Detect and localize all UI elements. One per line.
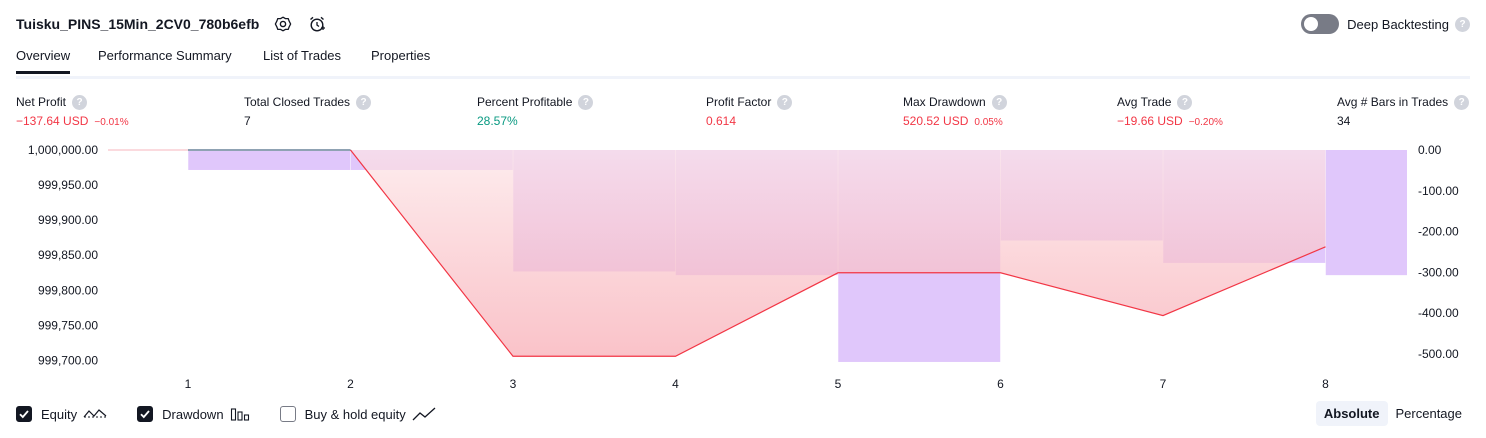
metric-value: 520.52 USD xyxy=(903,114,969,128)
x-axis-tick-label: 6 xyxy=(997,377,1004,391)
deep-backtesting-toggle[interactable] xyxy=(1301,14,1340,34)
right-axis-tick-label: 0.00 xyxy=(1418,143,1442,157)
equity-checkbox[interactable]: Equity xyxy=(16,406,107,422)
x-axis-tick-label: 8 xyxy=(1322,377,1329,391)
left-axis-tick-label: 999,950.00 xyxy=(38,178,98,192)
x-axis-tick-label: 5 xyxy=(835,377,842,391)
x-axis-tick-label: 3 xyxy=(510,377,517,391)
checkbox-box[interactable] xyxy=(137,406,154,422)
metric-avg-trade: Avg Trade? −19.66 USD −0.20% xyxy=(1117,94,1223,130)
tab-properties[interactable]: Properties xyxy=(371,48,431,63)
equity-series xyxy=(108,149,1326,357)
right-axis-tick-label: -400.00 xyxy=(1418,306,1459,320)
metric-profit-factor: Profit Factor? 0.614 xyxy=(706,94,793,130)
tab-performance-summary[interactable]: Performance Summary xyxy=(98,48,232,63)
x-axis-tick-label: 7 xyxy=(1160,377,1167,391)
help-icon[interactable]: ? xyxy=(991,94,1007,110)
metric-value: 7 xyxy=(244,114,251,128)
metric-percent: −0.01% xyxy=(94,117,129,128)
absolute-mode-button[interactable]: Absolute xyxy=(1315,401,1388,426)
left-axis-tick-label: 1,000,000.00 xyxy=(28,143,98,157)
left-axis-tick-label: 999,700.00 xyxy=(38,353,98,367)
metric-value: 34 xyxy=(1337,114,1351,128)
chart-legend: Equity Drawdown Buy & hold equity xyxy=(16,400,466,428)
metric-label: Percent Profitable xyxy=(477,95,573,109)
help-icon[interactable]: ? xyxy=(1454,94,1470,110)
deep-backtesting: Deep Backtesting ? xyxy=(1301,12,1470,36)
help-icon[interactable]: ? xyxy=(1177,94,1193,110)
tab-list-of-trades[interactable]: List of Trades xyxy=(263,48,342,63)
help-icon[interactable]: ? xyxy=(777,94,793,110)
tab-bar: Overview Performance Summary List of Tra… xyxy=(16,44,1470,79)
drawdown-bar xyxy=(188,150,351,170)
buy-hold-line-icon xyxy=(412,406,436,422)
metric-label: Max Drawdown xyxy=(903,95,986,109)
percentage-mode-button[interactable]: Percentage xyxy=(1395,406,1463,421)
buy-hold-checkbox[interactable]: Buy & hold equity xyxy=(279,406,436,422)
metric-net-profit: Net Profit? −137.64 USD −0.01% xyxy=(16,94,129,130)
metric-avg-bars: Avg # Bars in Trades? 34 xyxy=(1337,94,1470,130)
buy-hold-label: Buy & hold equity xyxy=(304,406,406,422)
metric-value: −19.66 USD xyxy=(1117,114,1183,128)
metric-label: Total Closed Trades xyxy=(244,95,351,109)
equity-drawdown-chart[interactable]: 1,000,000.00 999,950.00 999,900.00 999,850.… xyxy=(0,138,1486,398)
checkmark-icon xyxy=(19,410,29,419)
drawdown-bars-icon xyxy=(230,406,250,422)
right-axis-tick-label: -100.00 xyxy=(1418,184,1459,198)
metric-value: 28.57% xyxy=(477,114,518,128)
right-axis: 0.00 -100.00 -200.00 -300.00 -400.00 -500.00 xyxy=(1418,143,1459,361)
metric-value: −137.64 USD xyxy=(16,114,89,128)
equity-label: Equity xyxy=(41,406,78,422)
help-icon[interactable]: ? xyxy=(356,94,372,110)
strategy-header: Tuisku_PINS_15Min_2CV0_780b6efb xyxy=(16,12,327,36)
settings-icon[interactable] xyxy=(273,14,293,34)
left-axis-tick-label: 999,850.00 xyxy=(38,248,98,262)
metric-total-closed-trades: Total Closed Trades? 7 xyxy=(244,94,372,130)
metric-percent: −0.20% xyxy=(1188,117,1223,128)
metric-label: Profit Factor xyxy=(706,95,772,109)
equity-area xyxy=(188,150,1326,357)
tab-overview[interactable]: Overview xyxy=(16,48,71,74)
drawdown-bar xyxy=(1325,150,1407,276)
help-icon[interactable]: ? xyxy=(72,94,88,110)
metric-label: Net Profit xyxy=(16,95,67,109)
left-axis-tick-label: 999,800.00 xyxy=(38,283,98,297)
toggle-knob xyxy=(1304,17,1319,31)
x-axis-tick-label: 1 xyxy=(185,377,192,391)
help-icon[interactable]: ? xyxy=(1455,16,1470,32)
metric-value: 0.614 xyxy=(706,114,737,128)
metric-label: Avg # Bars in Trades xyxy=(1337,95,1449,109)
drawdown-label: Drawdown xyxy=(162,406,224,422)
checkbox-box[interactable] xyxy=(16,406,32,422)
x-axis-tick-label: 4 xyxy=(672,377,679,391)
drawdown-checkbox[interactable]: Drawdown xyxy=(137,406,249,422)
right-axis-tick-label: -500.00 xyxy=(1418,347,1459,361)
equity-line-icon xyxy=(83,406,107,422)
strategy-title: Tuisku_PINS_15Min_2CV0_780b6efb xyxy=(16,16,260,32)
checkmark-icon xyxy=(140,410,150,419)
x-axis-tick-label: 2 xyxy=(347,377,354,391)
deep-backtesting-label: Deep Backtesting xyxy=(1347,16,1449,32)
right-axis-tick-label: -200.00 xyxy=(1418,225,1459,239)
left-axis-tick-label: 999,900.00 xyxy=(38,213,98,227)
left-axis: 1,000,000.00 999,950.00 999,900.00 999,850.… xyxy=(28,143,98,367)
metric-percent: 0.05% xyxy=(974,117,1003,128)
metric-percent-profitable: Percent Profitable? 28.57% xyxy=(477,94,594,130)
x-axis: 1 2 3 4 5 6 7 8 xyxy=(185,377,1330,391)
right-axis-tick-label: -300.00 xyxy=(1418,265,1459,279)
metric-label: Avg Trade xyxy=(1117,95,1172,109)
alarm-clock-icon[interactable] xyxy=(307,14,327,34)
metric-max-drawdown: Max Drawdown? 520.52 USD 0.05% xyxy=(903,94,1007,130)
help-icon[interactable]: ? xyxy=(578,94,594,110)
checkbox-box[interactable] xyxy=(279,406,296,422)
scale-mode-switch: Absolute Percentage xyxy=(1315,401,1470,426)
equity-line xyxy=(350,149,1326,357)
left-axis-tick-label: 999,750.00 xyxy=(38,318,98,332)
